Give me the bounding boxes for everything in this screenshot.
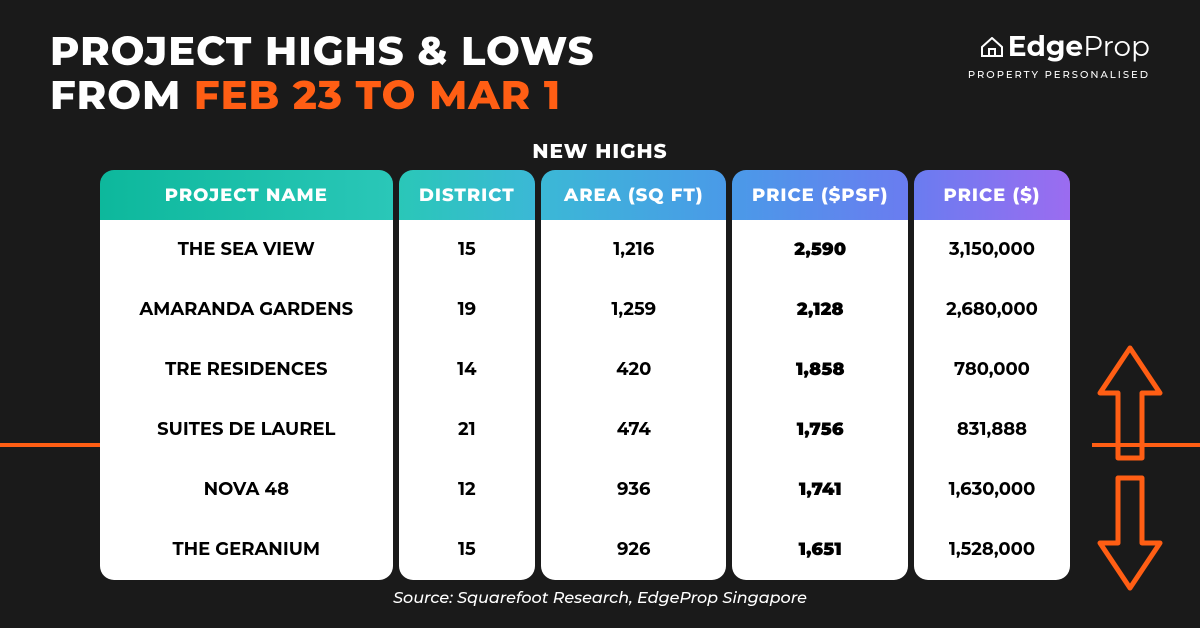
table-cell: 14 — [399, 340, 536, 400]
col-psf: PRICE ($PSF) 2,590 2,128 1,858 1,756 1,7… — [732, 170, 908, 580]
house-icon — [980, 37, 1004, 57]
table-cell: NOVA 48 — [100, 460, 393, 520]
logo-tagline: PROPERTY PERSONALISED — [968, 68, 1150, 81]
logo-main: EdgeProp — [968, 30, 1150, 64]
up-down-arrows-icon — [1080, 338, 1180, 598]
table-cell: 2,128 — [732, 280, 908, 340]
col-header-area: AREA (SQ FT) — [541, 170, 726, 220]
table-cell: 926 — [541, 520, 726, 580]
col-project-name: PROJECT NAME THE SEA VIEW AMARANDA GARDE… — [100, 170, 393, 580]
title-line2: FROM FEB 23 TO MAR 1 — [50, 74, 595, 118]
table-cell: 15 — [399, 220, 536, 280]
table-cell: 474 — [541, 400, 726, 460]
table-cell: 3,150,000 — [914, 220, 1070, 280]
table-cell: 1,756 — [732, 400, 908, 460]
table-cell: 1,528,000 — [914, 520, 1070, 580]
table-cell: 1,651 — [732, 520, 908, 580]
table-cell: 1,259 — [541, 280, 726, 340]
table-cell: 15 — [399, 520, 536, 580]
table-cell: 1,858 — [732, 340, 908, 400]
col-district: DISTRICT 15 19 14 21 12 15 — [399, 170, 536, 580]
col-body: 1,216 1,259 420 474 936 926 — [541, 220, 726, 580]
table-cell: 780,000 — [914, 340, 1070, 400]
col-body: THE SEA VIEW AMARANDA GARDENS TRE RESIDE… — [100, 220, 393, 580]
table-cell: 1,741 — [732, 460, 908, 520]
logo-bold: Edge — [1008, 30, 1083, 64]
col-body: 3,150,000 2,680,000 780,000 831,888 1,63… — [914, 220, 1070, 580]
col-price: PRICE ($) 3,150,000 2,680,000 780,000 83… — [914, 170, 1070, 580]
header: PROJECT HIGHS & LOWS FROM FEB 23 TO MAR … — [50, 30, 1150, 118]
col-area: AREA (SQ FT) 1,216 1,259 420 474 936 926 — [541, 170, 726, 580]
table-cell: 21 — [399, 400, 536, 460]
table-cell: 19 — [399, 280, 536, 340]
data-table: PROJECT NAME THE SEA VIEW AMARANDA GARDE… — [100, 170, 1070, 580]
source-text: Source: Squarefoot Research, EdgeProp Si… — [0, 589, 1200, 608]
table-cell: 1,630,000 — [914, 460, 1070, 520]
col-header-district: DISTRICT — [399, 170, 536, 220]
col-header-name: PROJECT NAME — [100, 170, 393, 220]
col-header-price: PRICE ($) — [914, 170, 1070, 220]
table-cell: 2,590 — [732, 220, 908, 280]
table-cell: 12 — [399, 460, 536, 520]
table-cell: SUITES DE LAUREL — [100, 400, 393, 460]
table-cell: 831,888 — [914, 400, 1070, 460]
title-date-range: FEB 23 TO MAR 1 — [194, 71, 561, 120]
table-cell: TRE RESIDENCES — [100, 340, 393, 400]
col-header-psf: PRICE ($PSF) — [732, 170, 908, 220]
col-body: 2,590 2,128 1,858 1,756 1,741 1,651 — [732, 220, 908, 580]
title-line1: PROJECT HIGHS & LOWS — [50, 30, 595, 74]
col-body: 15 19 14 21 12 15 — [399, 220, 536, 580]
title-from: FROM — [50, 71, 194, 120]
table-cell: 420 — [541, 340, 726, 400]
logo-text: EdgeProp — [1008, 30, 1150, 64]
table-cell: 1,216 — [541, 220, 726, 280]
accent-line-left — [0, 443, 100, 447]
table-title: NEW HIGHS — [0, 140, 1200, 164]
logo-light: Prop — [1083, 30, 1150, 64]
table-cell: THE GERANIUM — [100, 520, 393, 580]
logo: EdgeProp PROPERTY PERSONALISED — [968, 30, 1150, 81]
table-cell: AMARANDA GARDENS — [100, 280, 393, 340]
table-cell: 936 — [541, 460, 726, 520]
table-cell: 2,680,000 — [914, 280, 1070, 340]
title-block: PROJECT HIGHS & LOWS FROM FEB 23 TO MAR … — [50, 30, 595, 118]
table-cell: THE SEA VIEW — [100, 220, 393, 280]
